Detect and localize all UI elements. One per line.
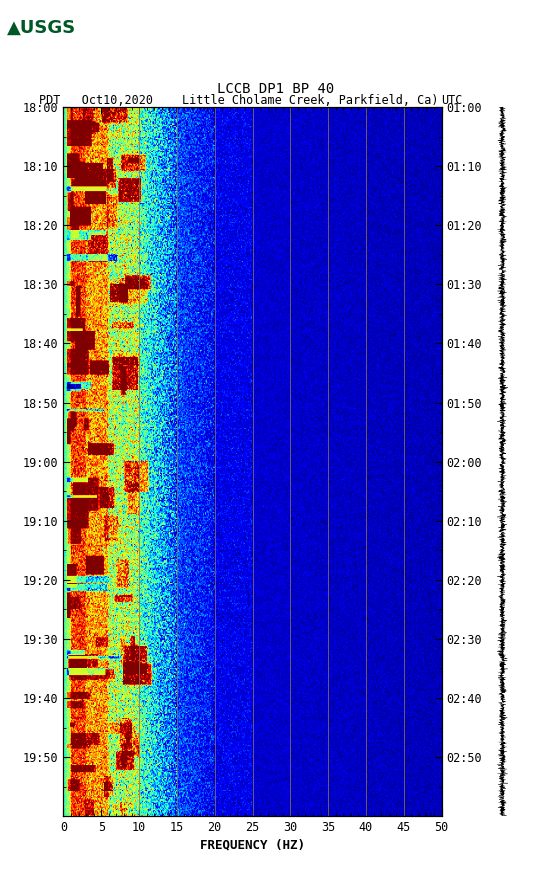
Text: LCCB DP1 BP 40: LCCB DP1 BP 40 — [217, 82, 335, 96]
Text: UTC: UTC — [442, 95, 463, 107]
X-axis label: FREQUENCY (HZ): FREQUENCY (HZ) — [200, 838, 305, 851]
Text: PDT   Oct10,2020: PDT Oct10,2020 — [39, 95, 153, 107]
Text: Little Cholame Creek, Parkfield, Ca): Little Cholame Creek, Parkfield, Ca) — [182, 95, 439, 107]
Text: ▲USGS: ▲USGS — [7, 19, 76, 37]
